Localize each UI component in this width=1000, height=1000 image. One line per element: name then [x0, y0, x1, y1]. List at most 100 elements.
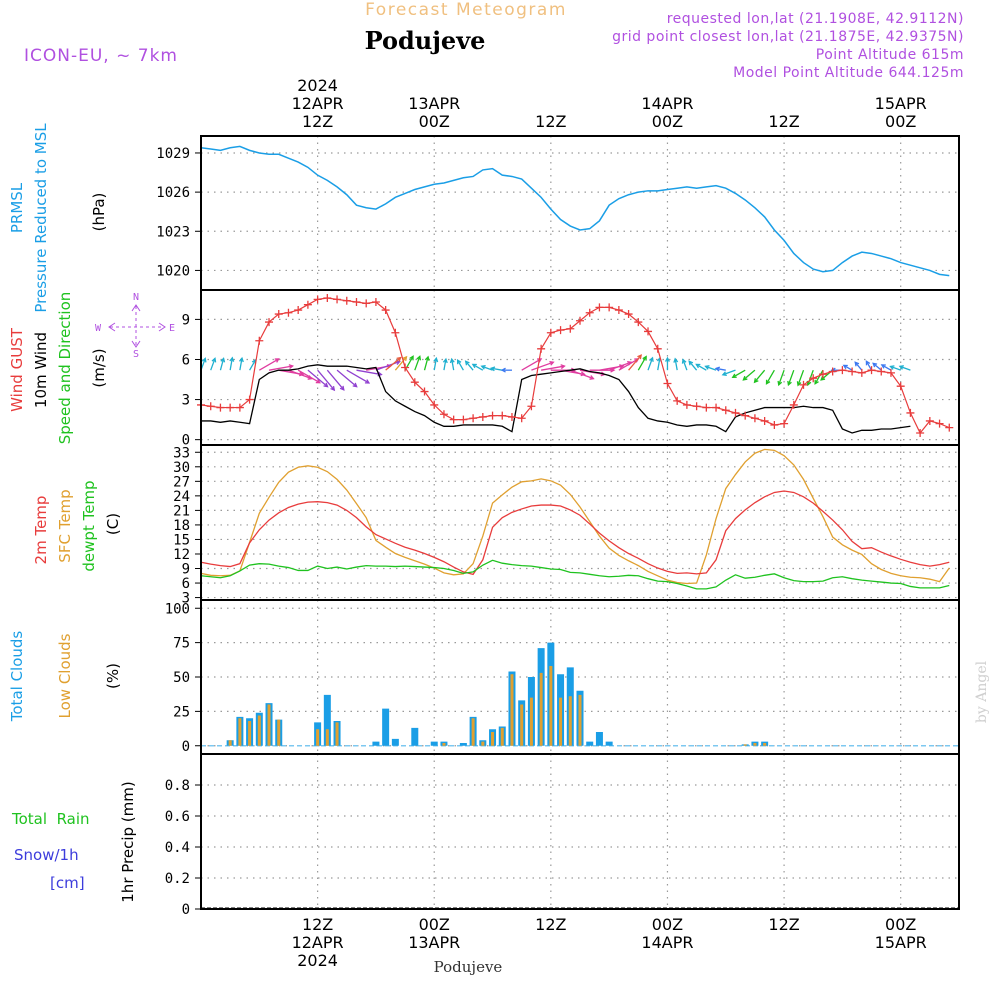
wind-arrow [356, 369, 382, 376]
wind-arrowhead [424, 355, 430, 361]
gridpoint-coords: grid point closest lon,lat (21.1875E, 42… [612, 29, 964, 45]
gust-point [789, 400, 798, 409]
wind-arrowhead [842, 364, 848, 370]
low-cloud-bar [510, 674, 514, 746]
gust-point [245, 395, 254, 404]
sfc-temp-line [200, 448, 950, 585]
wind-arrowhead [649, 356, 654, 362]
label-temp-unit: (C) [104, 513, 122, 535]
gust-point [663, 379, 672, 388]
gust-point [216, 403, 225, 412]
wind-arrow [705, 365, 717, 371]
low-cloud-bar [325, 729, 329, 746]
y-tick-label: 3 [182, 393, 190, 409]
wind-arrow [899, 365, 911, 371]
y-tick-label: 1020 [156, 263, 190, 279]
wind-arrow [457, 359, 464, 371]
gust-point [886, 368, 895, 377]
low-cloud-bar [559, 697, 563, 746]
compass-s: S [133, 349, 139, 360]
bottom-time-label: 13APR [408, 933, 460, 952]
total-cloud-bar [382, 708, 390, 746]
y-tick-label: 75 [173, 636, 190, 652]
wind-arrowhead [464, 360, 470, 366]
gust-point [517, 414, 526, 423]
top-time-label: 13APR [408, 94, 460, 113]
y-tick-label: 24 [173, 489, 190, 505]
panel-frame [200, 135, 960, 291]
wind-arrow [618, 358, 639, 371]
gust-point [634, 318, 643, 327]
gust-point [867, 366, 876, 375]
y-tick-label: 100 [165, 601, 190, 617]
gust-point [741, 411, 750, 420]
wind-arrowhead [714, 366, 720, 372]
y-tick-label: 50 [173, 670, 190, 686]
y-tick-label: 1029 [156, 146, 190, 162]
wind-arrowhead [500, 367, 506, 373]
low-cloud-bar [763, 743, 767, 746]
total-cloud-bar [372, 741, 380, 746]
wind-arrowhead [352, 382, 358, 388]
y-tick-label: 0.6 [165, 809, 190, 825]
wind-arrowhead [409, 355, 414, 361]
gust-point [585, 308, 594, 317]
wind-arrowhead [880, 364, 886, 369]
wind-arrow [239, 358, 243, 371]
low-cloud-bar [335, 722, 339, 746]
wind-arrow [682, 359, 688, 371]
gust-point [770, 420, 779, 429]
gust-point [352, 298, 361, 307]
wind-arrowhead [753, 378, 759, 384]
low-cloud-bar [539, 672, 543, 746]
wind-arrowhead [673, 357, 679, 363]
label-prmsl: PRMSL [8, 182, 26, 233]
gust-point [945, 423, 954, 432]
wind-arrowhead [765, 379, 771, 385]
wind-arrowhead [456, 359, 462, 365]
label-wind-10m: 10m Wind [32, 332, 50, 408]
top-time-label: 12Z [302, 112, 333, 131]
wind-arrowhead [364, 379, 371, 384]
bottom-time-label: 15APR [875, 933, 927, 952]
wind-arrow [336, 369, 358, 388]
low-cloud-bar [257, 715, 261, 746]
gust-point [702, 403, 711, 412]
wind-arrow [637, 356, 647, 371]
gust-point [925, 416, 934, 425]
label-pressure-unit: (hPa) [90, 193, 108, 232]
y-tick-label: 9 [182, 562, 190, 578]
y-tick-label: 1026 [156, 185, 190, 201]
low-cloud-bar [471, 718, 475, 746]
gust-point [721, 406, 730, 415]
gust-point [469, 414, 478, 423]
gust-point [303, 300, 312, 309]
wind-arrowhead [642, 355, 647, 361]
wind-arrowhead [589, 375, 595, 380]
wind-arrow [346, 369, 370, 384]
wind-arrow [843, 364, 853, 371]
gust-point [799, 380, 808, 389]
gust-point [566, 324, 575, 333]
low-cloud-bar [248, 721, 252, 746]
label-wind-gust: Wind GUST [8, 327, 26, 412]
y-tick-label: 0.4 [165, 840, 190, 856]
gust-point [478, 412, 487, 421]
gust-point [916, 428, 925, 437]
wind-arrow [249, 359, 257, 371]
wind-arrow [317, 369, 335, 391]
gust-point [906, 408, 915, 417]
gust-point [828, 367, 837, 376]
wind-arrow [732, 369, 746, 378]
gust-point [439, 410, 448, 419]
gust-point [226, 403, 235, 412]
panel-frame [200, 753, 960, 910]
wind-arrow [0, 0, 940, 370]
total-cloud-bar [605, 741, 613, 746]
wind-arrow [865, 360, 873, 371]
gust-point [935, 419, 944, 428]
y-tick-label: 0 [182, 902, 190, 918]
wind-arrow [531, 361, 554, 371]
pressure-line [200, 145, 950, 277]
wind-arrow [778, 369, 785, 386]
